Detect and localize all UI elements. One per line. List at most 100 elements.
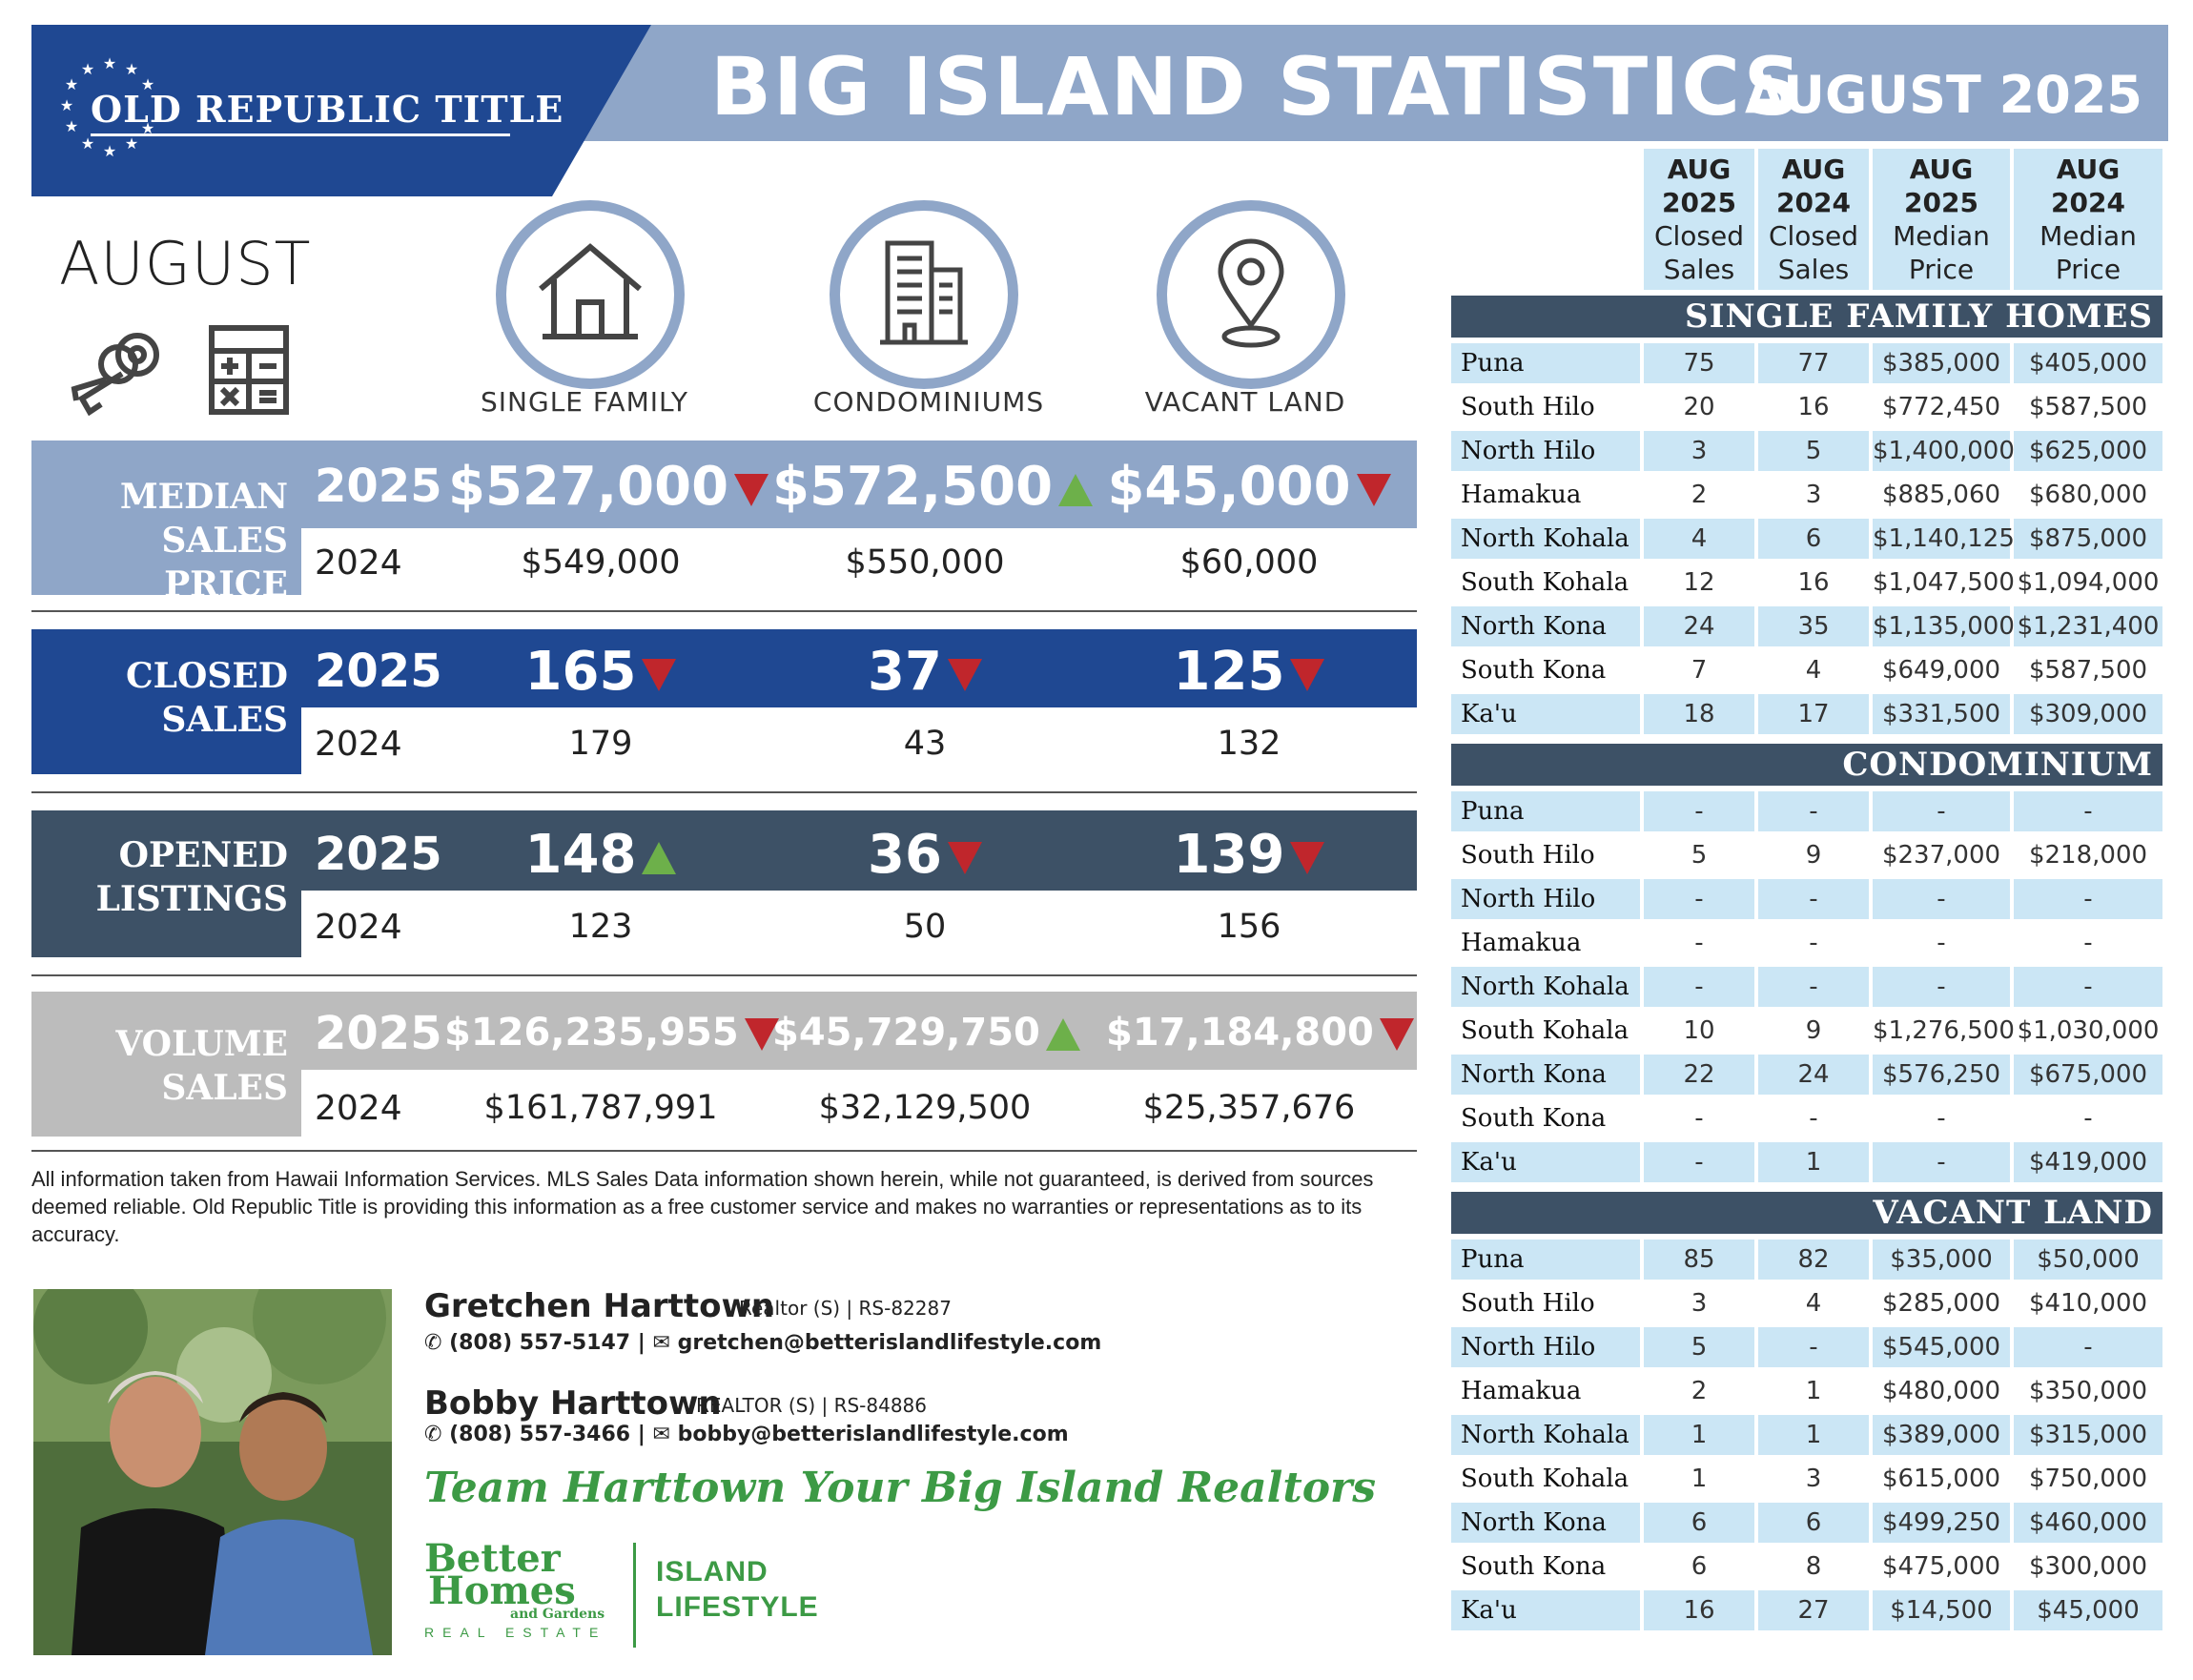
table-cell: 17: [1758, 694, 1869, 734]
table-cell: $419,000: [2014, 1142, 2162, 1182]
table-cell: $545,000: [1873, 1327, 2010, 1367]
separator: |: [637, 1331, 646, 1355]
agent-1-phone[interactable]: (808) 557-5147: [449, 1331, 631, 1355]
table-cell: 5: [1644, 1327, 1754, 1367]
table-cell: -: [1873, 967, 2010, 1007]
area-name: South Kona: [1461, 656, 1607, 685]
table-cell: 1: [1644, 1415, 1754, 1455]
table-row: Puna - - - -: [1451, 791, 2162, 831]
table-cell: $410,000: [2028, 1289, 2148, 1318]
area-name: North Hilo: [1451, 1327, 1640, 1367]
table-cell: $237,000: [1881, 841, 2001, 870]
table-cell: 7: [1691, 656, 1708, 685]
svg-text:★: ★: [103, 57, 116, 72]
area-name: Puna: [1451, 343, 1640, 383]
svg-text:★: ★: [141, 75, 154, 93]
table-cell: -: [1644, 1142, 1754, 1182]
table-cell: $480,000: [1881, 1377, 2001, 1405]
brand-line3: and Gardens: [510, 1607, 605, 1622]
volume-year-prior: 2024: [315, 1089, 402, 1128]
closed-single-family-2025: 165: [448, 641, 753, 703]
brand-line2: Homes: [428, 1568, 576, 1613]
table-row: South Kona - - - -: [1451, 1098, 2162, 1138]
table-cell: $309,000: [2014, 694, 2162, 734]
median-single-family-2024: $549,000: [521, 543, 681, 582]
trend-down-icon: [1356, 473, 1391, 506]
table-cell: $35,000: [1873, 1240, 2010, 1280]
table-cell: $331,500: [1873, 694, 2010, 734]
table-row: South Hilo 20 16 $772,450 $587,500: [1451, 387, 2162, 427]
table-cell: 1: [1758, 1142, 1869, 1182]
area-name: South Kohala: [1461, 568, 1629, 597]
table-cell: 9: [1805, 841, 1822, 870]
table-cell: 82: [1758, 1240, 1869, 1280]
mail-icon: ✉: [652, 1331, 670, 1355]
column-header: AUG 2024 Closed Sales: [1758, 149, 1869, 290]
table-cell: $1,140,125: [1873, 519, 2015, 559]
table-cell: $405,000: [2014, 343, 2162, 383]
trend-down-icon: [744, 1018, 779, 1051]
table-cell: $1,135,000: [1873, 606, 2015, 646]
svg-text:★: ★: [81, 134, 94, 153]
closed-label-line1: CLOSED: [126, 656, 288, 696]
svg-text:★: ★: [81, 60, 94, 78]
page-title: BIG ISLAND STATISTICS: [710, 40, 1804, 133]
column-header-line3: Median: [1893, 220, 1990, 252]
svg-text:★: ★: [60, 96, 73, 114]
agent-2-email[interactable]: bobby@betterislandlifestyle.com: [677, 1423, 1069, 1446]
month-label: AUGUST: [59, 229, 312, 298]
area-name: South Kohala: [1461, 1016, 1629, 1045]
table-cell: 6: [1758, 519, 1869, 559]
section-header: CONDOMINIUM: [1451, 744, 2162, 786]
table-row: North Kohala 4 6 $1,140,125 $875,000: [1451, 519, 2162, 559]
area-name: North Kohala: [1451, 1415, 1640, 1455]
table-cell: 24: [1644, 606, 1754, 646]
agent-1-email[interactable]: gretchen@betterislandlifestyle.com: [677, 1331, 1102, 1355]
table-row: North Kohala 1 1 $389,000 $315,000: [1451, 1415, 2162, 1455]
opened-year-current: 2025: [315, 828, 442, 881]
table-row: Puna 75 77 $385,000 $405,000: [1451, 343, 2162, 383]
column-header-line4: Sales: [1663, 254, 1735, 285]
agent-2-name: Bobby Harttown: [424, 1384, 722, 1423]
table-cell: $680,000: [2028, 481, 2148, 509]
table-row: Ka'u 16 27 $14,500 $45,000: [1451, 1590, 2162, 1630]
table-cell: 6: [1691, 1552, 1708, 1581]
divider: [31, 791, 1417, 793]
median-condo-2025: $572,500: [772, 456, 1094, 518]
brand-line1: Better: [424, 1536, 561, 1581]
stars-ring-icon: ★ ★★ ★★★ ★★ ★ ★★: [60, 57, 154, 160]
closed-sales-label-box: CLOSED SALES: [31, 629, 301, 774]
column-header-line1: AUG: [1909, 154, 1974, 185]
volume-condo-2024: $32,129,500: [818, 1089, 1032, 1127]
svg-text:★: ★: [103, 142, 116, 160]
area-name: South Hilo: [1461, 393, 1595, 421]
area-name: South Kona: [1461, 1552, 1607, 1581]
agent-2-contact: ✆ (808) 557-3466 | ✉ bobby@betterislandl…: [424, 1423, 1069, 1446]
volume-label-line2: SALES: [161, 1068, 288, 1108]
phone-icon: ✆: [424, 1423, 442, 1446]
table-cell: 3: [1805, 481, 1822, 509]
table-cell: 22: [1644, 1055, 1754, 1095]
table-cell: -: [1937, 929, 1946, 957]
table-cell: -: [1758, 967, 1869, 1007]
svg-text:★: ★: [125, 60, 138, 78]
divider: [31, 974, 1417, 976]
table-cell: 6: [1644, 1503, 1754, 1543]
table-cell: $218,000: [2028, 841, 2148, 870]
median-year-prior: 2024: [315, 543, 402, 583]
closed-label-line2: SALES: [161, 700, 288, 740]
agents-photo: [33, 1289, 392, 1655]
table-cell: -: [1644, 791, 1754, 831]
table-row: South Kona 6 8 $475,000 $300,000: [1451, 1547, 2162, 1587]
table-cell: 3: [1644, 431, 1754, 471]
area-name: North Kohala: [1451, 967, 1640, 1007]
table-cell: 5: [1691, 841, 1708, 870]
table-cell: $499,250: [1873, 1503, 2010, 1543]
area-name: North Hilo: [1451, 879, 1640, 919]
agent-2-phone[interactable]: (808) 557-3466: [449, 1423, 631, 1446]
table-cell: $1,400,000: [1873, 431, 2015, 471]
agent-1-title: Realtor (S) | RS-82287: [739, 1297, 952, 1320]
tagline: Team Harttown Your Big Island Realtors: [424, 1464, 1376, 1512]
table-cell: $389,000: [1873, 1415, 2010, 1455]
area-name: South Kohala: [1461, 1465, 1629, 1493]
